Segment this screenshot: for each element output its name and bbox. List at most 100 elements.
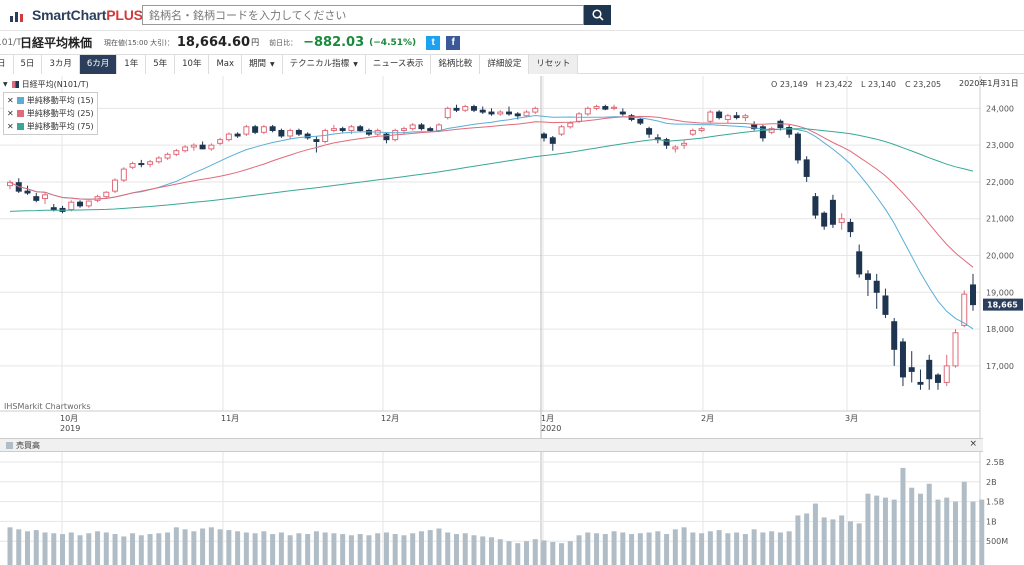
watermark: IHSMarkit Chartworks xyxy=(4,402,91,411)
toolbar-button-3[interactable]: 6カ月 xyxy=(79,55,118,74)
candle-body xyxy=(908,367,915,372)
facebook-icon[interactable]: f xyxy=(446,35,461,50)
volume-bar xyxy=(497,539,503,565)
toolbar-button-1[interactable]: 5日 xyxy=(13,55,43,74)
candle-body xyxy=(33,196,40,201)
candle-body xyxy=(856,251,863,275)
toolbar-button-2[interactable]: 3カ月 xyxy=(42,55,80,74)
volume-bar xyxy=(445,532,451,565)
volume-bar xyxy=(112,534,118,565)
toolbar-button-0[interactable]: 日 xyxy=(0,55,14,74)
candle-body xyxy=(943,365,950,383)
series-label: 日経平均(N101/T) xyxy=(21,80,89,89)
toolbar-label: 6カ月 xyxy=(86,59,110,69)
toolbar-button-5[interactable]: 5年 xyxy=(146,55,176,74)
toolbar-label: テクニカル指標 xyxy=(289,59,350,69)
toolbar-label: 1年 xyxy=(124,59,139,69)
volume-bar xyxy=(436,528,442,565)
volume-bar xyxy=(909,487,915,565)
indicator-item[interactable]: ✕ 単純移動平均 (15) xyxy=(7,94,94,107)
candle-body xyxy=(479,109,486,113)
candle-swatch-icon xyxy=(11,81,19,88)
candle-body xyxy=(584,107,591,115)
indicator-label: 単純移動平均 (25) xyxy=(26,109,94,118)
volume-bar xyxy=(769,531,775,565)
remove-indicator-icon[interactable]: ✕ xyxy=(7,109,14,118)
volume-bar xyxy=(944,497,950,565)
legend-series-row[interactable]: ▼ 日経平均(N101/T) xyxy=(3,78,98,91)
toolbar-button-7[interactable]: Max xyxy=(209,55,243,74)
search-input[interactable] xyxy=(142,5,584,25)
candle-body xyxy=(217,139,224,144)
candle-body xyxy=(873,280,880,293)
volume-bar xyxy=(86,533,92,565)
indicator-label: 単純移動平均 (75) xyxy=(26,122,94,131)
volume-bar xyxy=(392,534,398,565)
logo[interactable]: SmartChartPLUS xyxy=(10,6,143,24)
candle-body xyxy=(418,124,425,130)
volume-bar xyxy=(138,535,144,565)
volume-tick-label: 500M xyxy=(986,537,1008,546)
ohlc-date: 2020年1月31日 xyxy=(959,79,1019,88)
candle-body xyxy=(917,381,924,385)
candle-body xyxy=(190,144,197,148)
indicator-swatch-icon xyxy=(16,123,24,130)
candle-body xyxy=(470,106,477,111)
volume-bar xyxy=(243,532,249,565)
volume-bar xyxy=(331,533,337,565)
candle-body xyxy=(444,107,451,119)
search-icon xyxy=(591,9,604,21)
price-chart[interactable]: 24,000 23,000 22,000 21,000 20,000 19,000 18,0… xyxy=(0,76,1024,565)
volume-bar xyxy=(287,535,293,565)
toolbar-button-8[interactable]: 期間 ▼ xyxy=(242,55,283,74)
toolbar-button-11[interactable]: 銘柄比較 xyxy=(431,55,481,74)
candle-body xyxy=(304,133,311,139)
close-icon[interactable]: × xyxy=(969,439,977,449)
toolbar-label: 期間 xyxy=(249,59,267,69)
candle-body xyxy=(173,150,180,155)
toolbar-button-10[interactable]: ニュース表示 xyxy=(365,55,432,74)
candle-body xyxy=(313,139,320,142)
price-tick-label: 22,000 xyxy=(986,178,1014,187)
volume-bar xyxy=(742,534,748,565)
indicator-item[interactable]: ✕ 単純移動平均 (25) xyxy=(7,107,94,120)
volume-bar xyxy=(725,533,731,565)
volume-bar xyxy=(559,543,565,565)
collapse-caret-icon[interactable]: ▼ xyxy=(3,81,8,88)
toolbar-button-13[interactable]: リセット xyxy=(529,55,579,74)
remove-indicator-icon[interactable]: ✕ xyxy=(7,96,14,105)
toolbar-label: 詳細設定 xyxy=(487,59,522,69)
twitter-icon[interactable]: t xyxy=(426,35,441,50)
search-button[interactable] xyxy=(584,5,611,25)
toolbar-button-12[interactable]: 詳細設定 xyxy=(480,55,530,74)
remove-indicator-icon[interactable]: ✕ xyxy=(7,122,14,131)
toolbar-button-9[interactable]: テクニカル指標 ▼ xyxy=(282,55,366,74)
current-price: 18,664.60 xyxy=(176,35,251,50)
candle-body xyxy=(970,284,976,306)
toolbar-button-6[interactable]: 10年 xyxy=(175,55,210,74)
volume-bar xyxy=(629,534,635,565)
volume-bar xyxy=(926,483,932,565)
volume-bar xyxy=(602,534,608,565)
sma25-line xyxy=(9,115,974,268)
toolbar-button-4[interactable]: 1年 xyxy=(117,55,147,74)
logo-icon xyxy=(10,12,23,22)
volume-bar xyxy=(550,541,556,565)
candle-body xyxy=(269,126,276,131)
volume-bar xyxy=(42,532,48,565)
volume-bar xyxy=(646,532,652,565)
indicator-item[interactable]: ✕ 単純移動平均 (75) xyxy=(7,120,94,133)
candle-body xyxy=(234,133,241,137)
quote-bar: 101/T 日経平均株価 現在値(15:00 大引)： 18,664.60 円 … xyxy=(0,30,1024,54)
chart-legend: ▼ 日経平均(N101/T) ✕ 単純移動平均 (15) ✕ 単純移動平均 (25) ✕… xyxy=(3,78,98,135)
volume-bar xyxy=(191,531,197,565)
candle-body xyxy=(243,126,250,135)
volume-bar xyxy=(270,534,276,565)
logo-text: SmartChartPLUS xyxy=(32,7,143,23)
indicator-label: 単純移動平均 (15) xyxy=(26,96,94,105)
volume-bar xyxy=(795,515,801,565)
volume-bar xyxy=(130,533,136,565)
volume-bar xyxy=(147,534,153,565)
candle-body xyxy=(497,111,504,115)
candle-body xyxy=(383,133,390,141)
